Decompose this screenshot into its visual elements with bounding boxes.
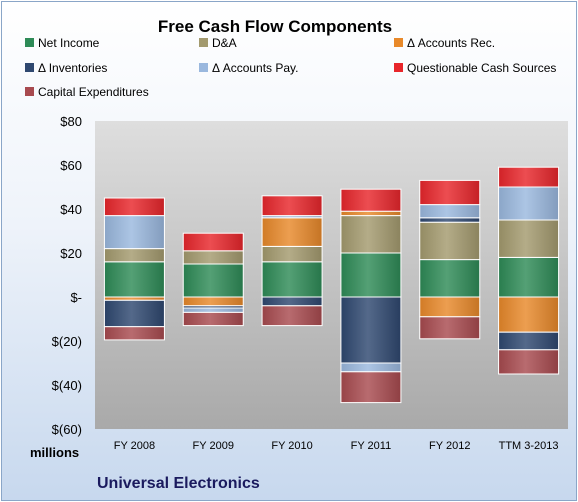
bar-segment — [498, 331, 560, 351]
legend-swatch — [25, 38, 34, 47]
bar-segment — [103, 197, 165, 217]
x-category-label: FY 2009 — [193, 440, 234, 452]
chart-title: Free Cash Flow Components — [158, 17, 392, 36]
bar-segment — [182, 296, 244, 307]
y-tick-label: $(60) — [52, 422, 82, 437]
legend-label: Questionable Cash Sources — [407, 61, 556, 75]
bars — [103, 166, 560, 404]
bar-segment — [340, 188, 402, 212]
bar-segment — [182, 232, 244, 252]
bar-segment — [261, 296, 323, 307]
x-category-label: TTM 3-2013 — [499, 440, 559, 452]
y-tick-label: $(40) — [52, 378, 82, 393]
bar-segment — [103, 299, 165, 328]
legend-swatch — [25, 87, 34, 96]
bar-segment — [103, 261, 165, 298]
units-label: millions — [30, 445, 79, 460]
y-axis-ticks: $80 $60 $40 $20 $- $(20) $(40) $(60) — [52, 114, 82, 437]
bar-segment — [340, 371, 402, 404]
bar-segment — [182, 307, 244, 313]
bar-segment — [498, 349, 560, 375]
legend-label: Δ Accounts Pay. — [212, 61, 299, 75]
bar-segment — [498, 256, 560, 298]
legend-label: Δ Inventories — [38, 61, 107, 75]
bar-segment — [498, 296, 560, 333]
x-category-label: FY 2012 — [429, 440, 470, 452]
bar-segment — [419, 259, 481, 298]
bar-segment — [182, 263, 244, 298]
bar-segment — [498, 166, 560, 188]
legend-label: Net Income — [38, 36, 100, 50]
bar-segment — [419, 296, 481, 318]
bar-segment — [419, 179, 481, 206]
legend-item: Net Income — [25, 36, 100, 50]
legend-swatch — [394, 63, 403, 72]
bar-segment — [498, 219, 560, 258]
bar-segment — [419, 316, 481, 340]
y-tick-label: $20 — [60, 246, 82, 261]
bar-segment — [103, 215, 165, 250]
company-label: Universal Electronics — [97, 475, 260, 492]
bar-segment — [261, 217, 323, 247]
y-tick-label: $40 — [60, 202, 82, 217]
bar-segment — [182, 311, 244, 327]
legend-label: Δ Accounts Rec. — [407, 36, 495, 50]
legend-label: Capital Expenditures — [38, 85, 149, 99]
bar-segment — [419, 204, 481, 219]
bar-segment — [419, 217, 481, 223]
legend-swatch — [199, 38, 208, 47]
legend-item: Δ Accounts Rec. — [394, 36, 495, 50]
y-tick-label: $(20) — [52, 334, 82, 349]
legend-label: D&A — [212, 36, 237, 50]
legend-swatch — [25, 63, 34, 72]
bar-segment — [340, 210, 402, 217]
legend-item: Δ Accounts Pay. — [199, 61, 299, 75]
bar-segment — [261, 245, 323, 263]
y-tick-label: $80 — [60, 114, 82, 129]
legend-item: D&A — [199, 36, 237, 50]
x-category-label: FY 2011 — [351, 440, 392, 452]
bar-segment — [261, 305, 323, 327]
legend-item: Questionable Cash Sources — [394, 61, 556, 75]
bar-segment — [182, 250, 244, 265]
bar-segment — [103, 248, 165, 263]
bar-segment — [498, 186, 560, 221]
x-axis-categories: FY 2008 FY 2009 FY 2010 FY 2011 FY 2012 TTM 3… — [114, 440, 559, 452]
bar-segment — [261, 195, 323, 217]
x-category-label: FY 2008 — [114, 440, 155, 452]
bar-segment — [103, 326, 165, 341]
legend-swatch — [199, 63, 208, 72]
bar-segment — [340, 362, 402, 373]
bar-segment — [340, 296, 402, 364]
legend-item: Δ Inventories — [25, 61, 107, 75]
legend-swatch — [394, 38, 403, 47]
legend-item: Capital Expenditures — [25, 85, 149, 99]
y-tick-label: $- — [70, 290, 82, 305]
x-category-label: FY 2010 — [271, 440, 312, 452]
y-tick-label: $60 — [60, 158, 82, 173]
legend: Net Income D&A Δ Accounts Rec. Δ Inventorie… — [25, 36, 556, 99]
plot-area — [95, 121, 568, 429]
bar-segment — [419, 221, 481, 261]
bar-segment — [340, 215, 402, 254]
bar-segment — [261, 261, 323, 298]
bar-segment — [340, 252, 402, 298]
